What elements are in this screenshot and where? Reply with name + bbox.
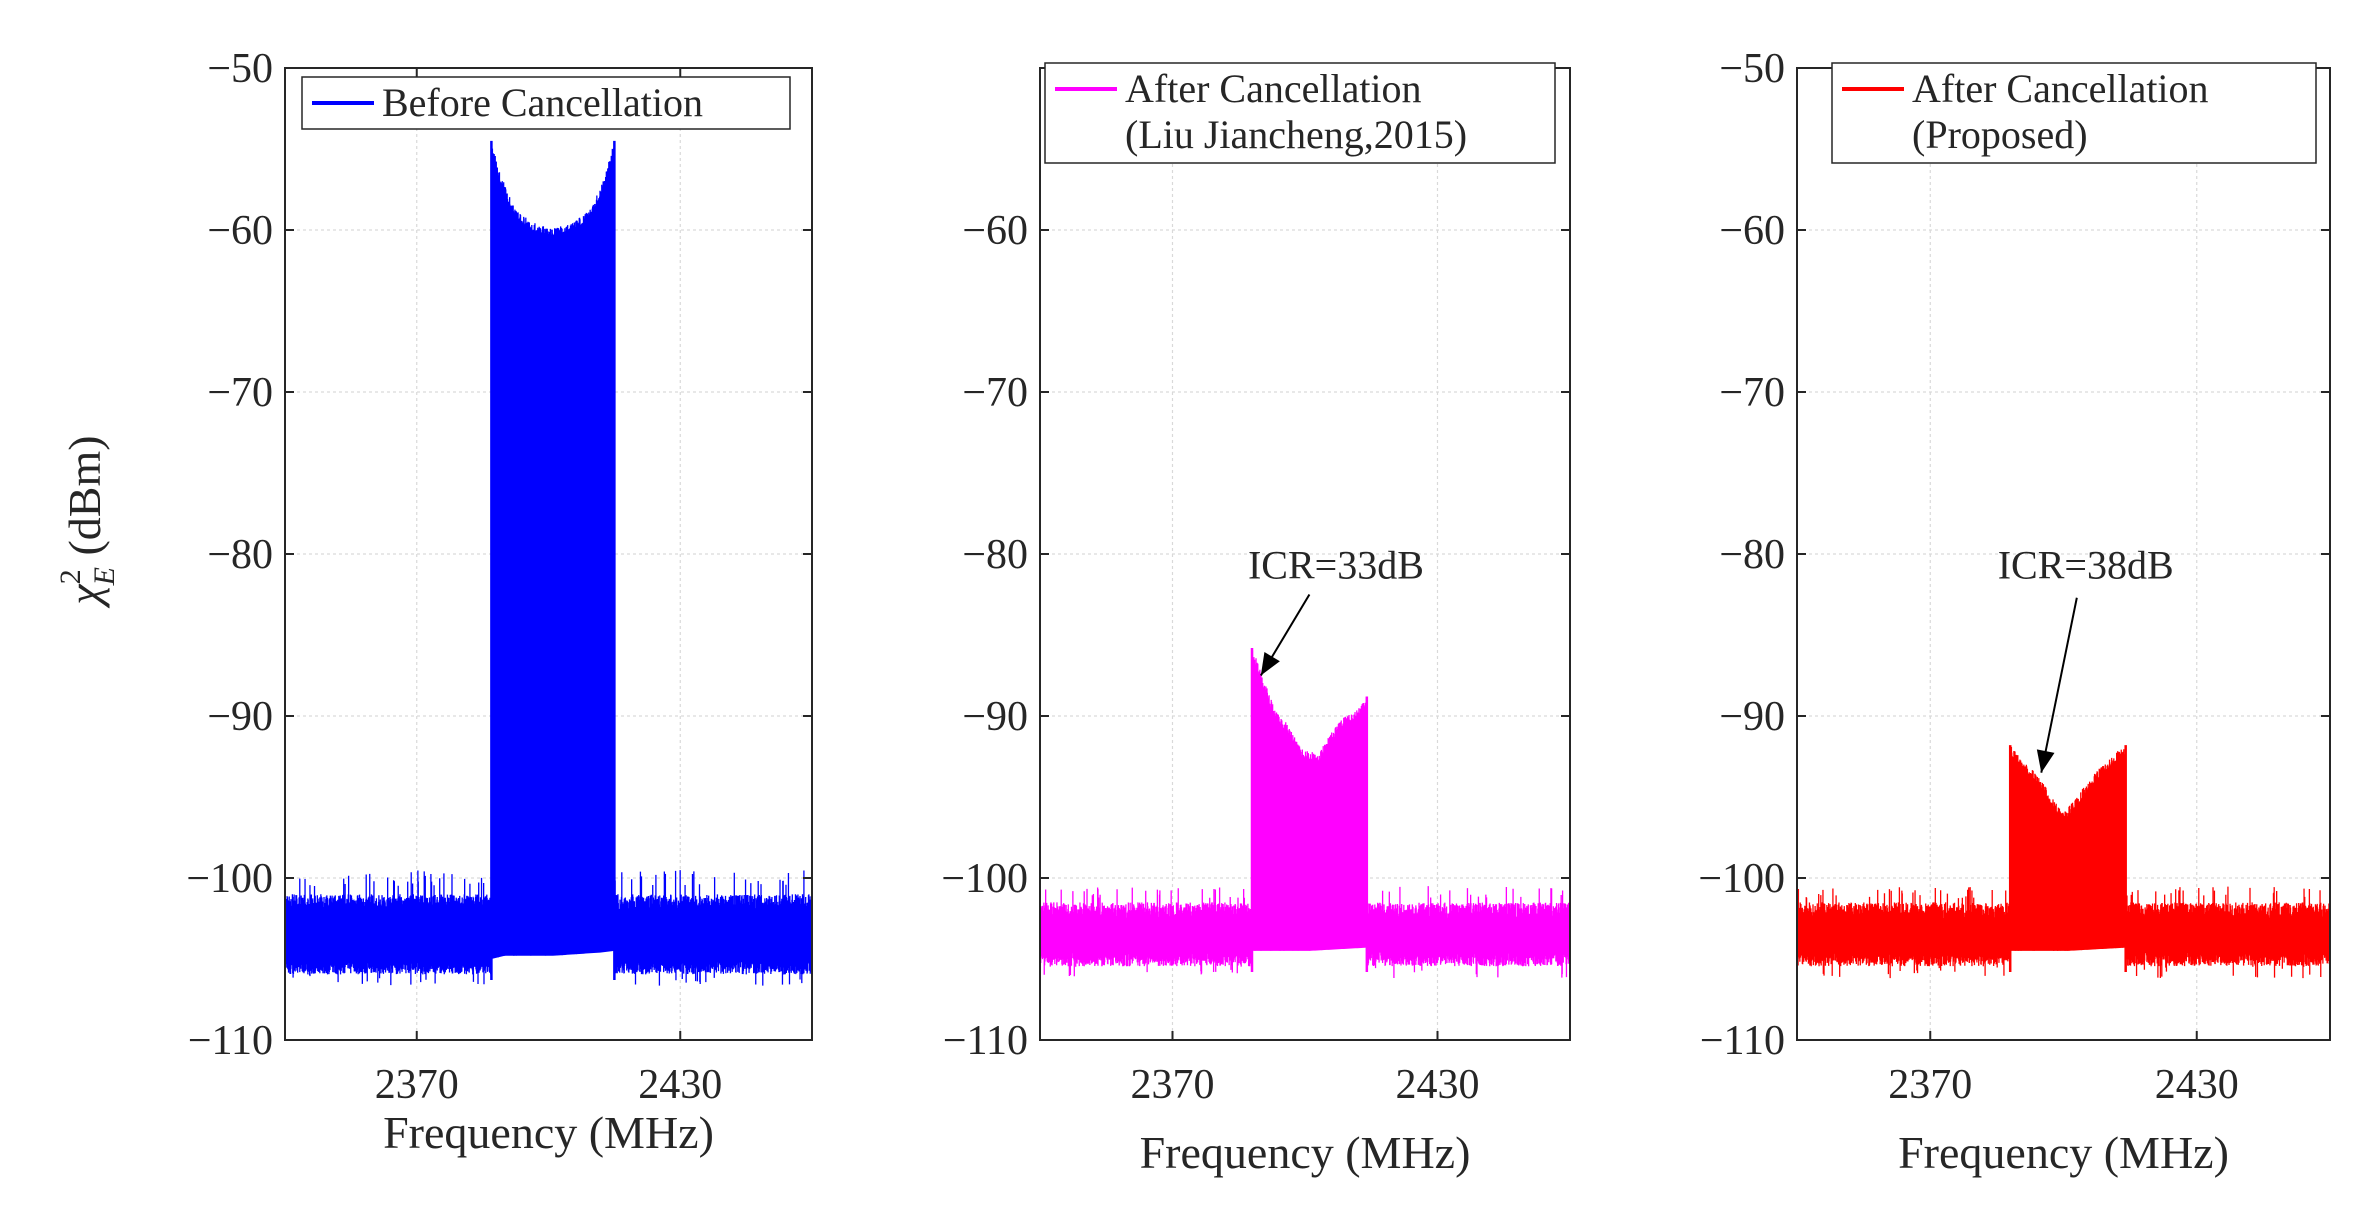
- panel-before-cancellation: −110 −100 −90 −80 −70 −60 −50 2370 2430 Before C…: [186, 46, 813, 1158]
- y-tick-label: −70: [1719, 370, 1785, 416]
- y-tick-label: −70: [207, 370, 273, 416]
- y-tick-label: −60: [207, 208, 273, 254]
- panel-3-legend-box: [1831, 62, 2317, 164]
- y-tick-label: −100: [1698, 856, 1785, 902]
- y-tick-label: −110: [943, 1018, 1028, 1064]
- y-tick-label: −80: [962, 532, 1028, 578]
- y-tick-label: −80: [1719, 532, 1785, 578]
- annotation-arrow-head: [1260, 652, 1280, 676]
- series-band: [491, 149, 615, 959]
- panel-1-plot-area: −110 −100 −90 −80 −70 −60 −50 2370 2430: [186, 46, 813, 1108]
- panel-2-legend-label: After Cancellation: [1125, 66, 1422, 111]
- panel-3-icr-annotation: ICR=38dB: [1998, 542, 2174, 587]
- y-tick-label: −90: [207, 694, 273, 740]
- panel-1-legend-box: [301, 76, 791, 130]
- panel-2-x-axis-label: Frequency (MHz): [1140, 1127, 1471, 1178]
- series-band: [1252, 656, 1367, 951]
- annotation-arrow-head: [2036, 749, 2055, 773]
- x-tick-label: 2370: [1888, 1062, 1972, 1108]
- panel-3-legend-label-line-2: (Proposed): [1912, 112, 2088, 157]
- series-band: [2010, 753, 2126, 951]
- panel-3-annotations: ICR=38dB: [1998, 542, 2174, 773]
- panel-1-x-axis-label: Frequency (MHz): [383, 1107, 714, 1158]
- x-tick-label: 2370: [1131, 1062, 1215, 1108]
- y-tick-label: −50: [207, 46, 273, 92]
- x-tick-label: 2430: [638, 1062, 722, 1108]
- y-tick-label: −90: [962, 694, 1028, 740]
- panel-after-cancellation-liu: −110 −100 −90 −80 −70 −60 2370 2430 After Cance…: [941, 62, 1571, 1178]
- y-tick-label: −50: [1719, 46, 1785, 92]
- annotation-arrow-line: [2040, 597, 2078, 773]
- panel-2-plot-area: −110 −100 −90 −80 −70 −60 2370 2430: [941, 67, 1571, 1108]
- panel-2-annotations: ICR=33dB: [1248, 542, 1424, 677]
- panel-3-legend: After Cancellation (Proposed): [1831, 62, 2317, 164]
- panel-2-legend: After Cancellation (Liu Jiancheng,2015): [1044, 62, 1556, 164]
- y-tick-label: −90: [1719, 694, 1785, 740]
- y-tick-label: −70: [962, 370, 1028, 416]
- panel-2-legend-label-line-2: (Liu Jiancheng,2015): [1125, 112, 1467, 157]
- x-tick-label: 2430: [2155, 1062, 2239, 1108]
- panel-3-plot-area: −110 −100 −90 −80 −70 −60 −50 2370 2430: [1698, 46, 2331, 1108]
- panel-after-cancellation-proposed: −110 −100 −90 −80 −70 −60 −50 2370 2430 After Ca…: [1698, 46, 2331, 1178]
- y-tick-label: −60: [1719, 208, 1785, 254]
- panel-3-legend-label: After Cancellation: [1912, 66, 2209, 111]
- y-tick-label: −110: [1700, 1018, 1785, 1064]
- y-tick-label: −100: [186, 856, 273, 902]
- y-tick-label: −110: [188, 1018, 273, 1064]
- y-tick-label: −60: [962, 208, 1028, 254]
- panel-1-legend: Before Cancellation: [301, 76, 791, 130]
- y-axis-label: χ2E (dBm): [54, 435, 121, 608]
- y-tick-label: −100: [941, 856, 1028, 902]
- panel-2-icr-annotation: ICR=33dB: [1248, 542, 1424, 587]
- panel-2-legend-box: [1044, 62, 1556, 164]
- panel-1-legend-label: Before Cancellation: [382, 80, 703, 125]
- x-tick-label: 2430: [1396, 1062, 1480, 1108]
- panel-3-x-axis-label: Frequency (MHz): [1898, 1127, 2229, 1178]
- x-tick-label: 2370: [375, 1062, 459, 1108]
- y-tick-label: −80: [207, 532, 273, 578]
